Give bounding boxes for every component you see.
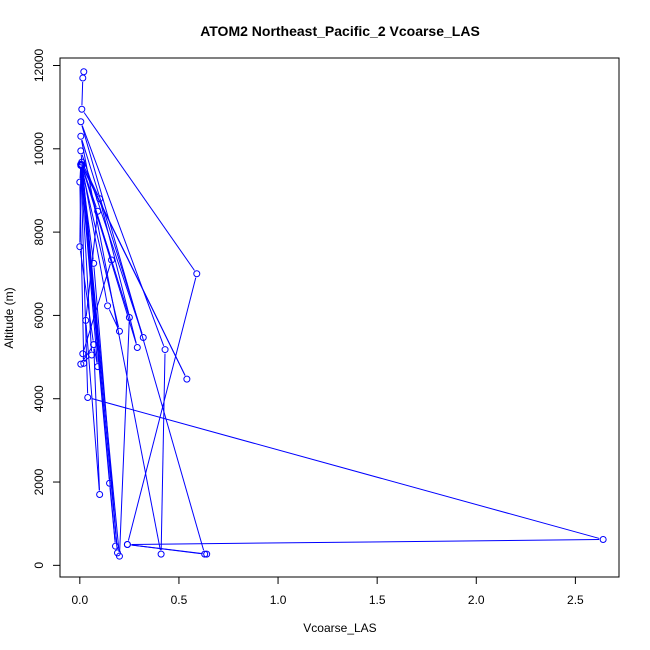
data-point [115,327,123,335]
data-point [77,118,85,126]
data-point [78,105,86,113]
y-tick-label: 4000 [32,385,46,412]
data-point [77,360,85,368]
data-point [94,363,102,371]
y-axis-label: Altitude (m) [2,287,16,348]
data-point [96,195,104,203]
x-tick-label: 1.0 [270,593,287,607]
series-line-segment [93,348,100,491]
data-point [76,243,84,251]
data-point [201,550,209,558]
series-line-segment [83,165,99,196]
x-tick-label: 2.5 [567,593,584,607]
data-point [183,375,191,383]
series-line-segment [81,168,120,328]
data-point [90,259,98,267]
data-point [599,536,607,544]
data-point [203,550,211,558]
series-line-segment [82,347,92,362]
x-axis-label: Vcoarse_LAS [303,621,376,635]
series-line-segment [82,169,137,344]
data-point [112,542,120,550]
series-line-segment [80,168,92,352]
data-point [77,132,85,140]
x-tick-label: 0.0 [71,593,88,607]
data-point [125,314,133,321]
y-tick-label: 8000 [32,218,46,245]
series-line-segment [81,125,205,551]
data-point [77,161,85,169]
series-line-segment [82,169,97,208]
data-point [82,316,90,324]
y-tick-label: 12000 [32,48,46,82]
series-line-segment [91,398,600,539]
series-line-segment [81,139,143,334]
series-line-segment [79,250,94,341]
series-line-segment [160,353,166,551]
series-line-segment [93,348,98,363]
data-point [80,359,88,367]
y-tick-label: 6000 [32,302,46,329]
data-point [157,550,165,558]
y-tick-label: 10000 [32,132,46,166]
y-axis: 0 2000 4000 6000 8000 10000 12000 [32,48,61,569]
data-point [123,541,131,549]
series-line-segment [83,112,195,271]
x-tick-label: 0.5 [171,593,188,607]
series-lines [79,81,600,555]
data-point [133,343,141,351]
y-tick-label: 2000 [32,468,46,495]
series-line-segment [80,169,98,363]
data-point [139,333,147,341]
data-point [106,479,114,487]
x-tick-label: 1.5 [369,593,386,607]
data-point [193,270,201,278]
series-line-segment [81,125,165,346]
data-point [96,491,104,499]
data-point [77,147,85,155]
x-axis: 0.0 0.5 1.0 1.5 2.0 2.5 [71,576,584,607]
data-point [104,302,112,310]
y-tick-label: 0 [32,562,46,569]
series-points [76,68,607,560]
data-point [79,350,87,358]
series-line-segment [80,169,89,394]
data-point [84,393,92,401]
series-line-segment [127,277,197,541]
series-line-segment [119,321,130,553]
data-point [79,74,87,82]
series-line-segment [131,539,600,545]
data-point [94,207,102,215]
data-point [108,256,116,264]
series-line-segment [131,544,203,555]
series-line-segment [81,81,84,106]
data-point [113,549,121,557]
data-point [88,351,96,359]
chart-title: ATOM2 Northeast_Pacific_2 Vcoarse_LAS [200,23,480,39]
data-point [161,346,169,354]
data-point [90,341,98,349]
data-point [76,178,84,186]
series-line-segment [108,309,119,328]
x-tick-label: 2.0 [468,593,485,607]
series-line-segment [79,168,82,243]
